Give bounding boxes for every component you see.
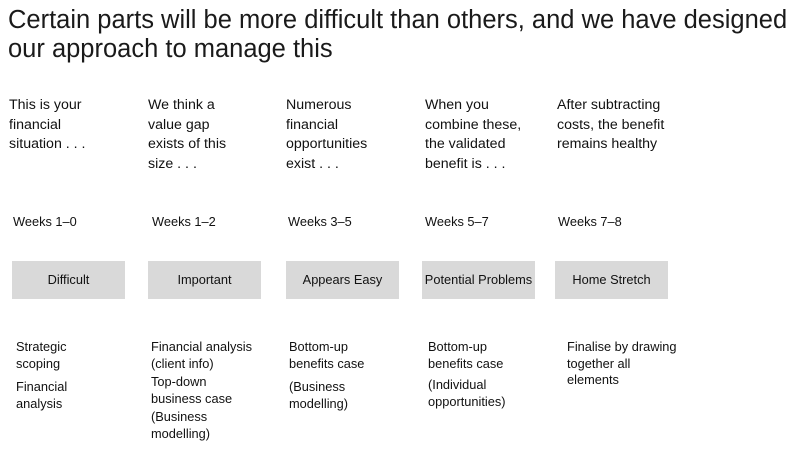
- weeks-label: Weeks 7–8: [558, 214, 622, 229]
- phase-box: Difficult: [12, 261, 125, 299]
- weeks-label: Weeks 1–0: [13, 214, 77, 229]
- activities-list: Financial analysis (client info) Top-dow…: [151, 339, 291, 449]
- weeks-label: Weeks 1–2: [152, 214, 216, 229]
- activity-item: (Business modelling): [151, 409, 211, 441]
- column-intro: We think a value gap exists of this size…: [148, 97, 227, 172]
- phase-box: Appears Easy: [286, 261, 399, 299]
- activity-item: Financial analysis: [16, 379, 68, 411]
- activities-list: Bottom-up benefits case (Business modell…: [289, 339, 429, 419]
- column-intro: Numerous financial opportunities exist .…: [286, 97, 368, 172]
- weeks-label: Weeks 3–5: [288, 214, 352, 229]
- activity-item: Strategic scoping: [16, 339, 67, 371]
- phase-box: Important: [148, 261, 261, 299]
- activity-item: (Individual opportunities): [428, 377, 506, 409]
- activity-item: Finalise by drawing together all element…: [567, 339, 677, 387]
- activities-list: Finalise by drawing together all element…: [567, 339, 707, 396]
- column-intro: This is your financial situation . . .: [9, 97, 86, 152]
- activity-item: Bottom-up benefits case: [428, 339, 504, 371]
- slide-title: Certain parts will be more difficult tha…: [8, 6, 788, 63]
- activities-list: Strategic scoping Financial analysis: [16, 339, 156, 419]
- activity-item: Bottom-up benefits case: [289, 339, 365, 371]
- activities-list: Bottom-up benefits case (Individual oppo…: [428, 339, 568, 417]
- activity-item: Top-down business case: [151, 374, 233, 406]
- phase-box: Home Stretch: [555, 261, 668, 299]
- column-intro: After subtracting costs, the benefit rem…: [557, 97, 665, 152]
- phase-box: Potential Problems: [422, 261, 535, 299]
- column-intro: When you combine these, the validated be…: [425, 97, 522, 172]
- activity-item: Financial analysis (client info): [151, 339, 253, 371]
- weeks-label: Weeks 5–7: [425, 214, 489, 229]
- activity-item: (Business modelling): [289, 379, 349, 411]
